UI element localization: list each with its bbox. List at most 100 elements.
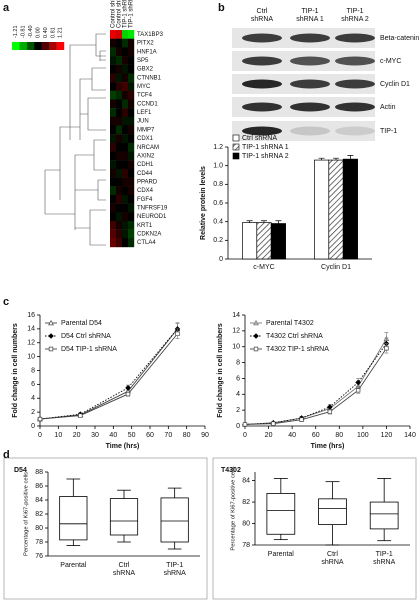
heatmap-cell	[128, 194, 135, 204]
blot-band	[335, 79, 375, 89]
row-label: CDH1	[137, 162, 154, 168]
x-tick-label-line: Parental	[268, 551, 295, 558]
legend-label: T4302 TIP-1 shRNA	[266, 346, 329, 353]
heatmap-cell	[128, 142, 135, 152]
heatmap-cell	[116, 238, 123, 248]
heatmap-cell	[122, 229, 129, 239]
y-axis-label: Percentage of Ki67-positive cells	[231, 466, 237, 550]
heatmap-cell	[128, 38, 135, 48]
blot-band	[335, 56, 375, 66]
legend-swatch	[232, 134, 240, 142]
chart-title: D54	[14, 467, 27, 474]
marker	[355, 379, 361, 386]
x-tick-label-line: TIP-1	[166, 562, 183, 569]
x-tick-label: 120	[381, 432, 393, 439]
panel-label: d	[3, 449, 10, 461]
blot-strip	[232, 121, 375, 141]
color-scale-cell	[26, 42, 35, 50]
y-tick-label: 6	[31, 381, 35, 388]
legend-label: TIP-1 shRNA 2	[242, 153, 289, 160]
legend-marker	[253, 346, 259, 352]
x-tick-label-line: Ctrl	[119, 562, 130, 569]
heatmap-cell	[116, 99, 123, 109]
y-axis-label: Percentage of Ki67-positive cells	[24, 472, 30, 556]
heatmap-cell	[128, 99, 135, 109]
color-scale-cell	[19, 42, 28, 50]
box	[109, 498, 139, 536]
row-label: MYC	[137, 84, 151, 90]
blot-column-label-line: shRNA 2	[341, 16, 369, 23]
heatmap-cell	[116, 220, 123, 230]
row-label: CD44	[137, 171, 153, 177]
heatmap-cell	[122, 99, 129, 109]
row-label: HNF1A	[137, 49, 157, 55]
heatmap-cell	[122, 177, 129, 187]
legend-label: Parental T4302	[266, 320, 314, 327]
x-axis-label: Time (hrs)	[106, 443, 140, 450]
heatmap-cell	[128, 125, 135, 135]
heatmap-cell	[116, 56, 123, 65]
y-tick-label: 80	[242, 520, 250, 527]
row-label: FGF4	[137, 197, 153, 203]
heatmap-cell	[122, 212, 129, 222]
heatmap-cell	[110, 125, 117, 135]
heatmap-cell	[122, 238, 129, 248]
y-tick-label: 84	[35, 497, 43, 504]
blot-band	[290, 56, 330, 66]
y-tick-label: 14	[27, 326, 35, 333]
heatmap-cell	[116, 73, 123, 83]
heatmap-cell	[122, 194, 129, 204]
heatmap-cell	[116, 177, 123, 187]
heatmap-cell	[122, 108, 129, 117]
blot-band	[290, 102, 330, 112]
heatmap-cell	[116, 82, 123, 91]
heatmap-cell	[122, 64, 129, 74]
blot-band	[242, 79, 282, 89]
y-tick-label: 80	[35, 525, 43, 532]
heatmap-cell	[116, 160, 123, 170]
heatmap-cell	[110, 30, 117, 39]
color-scale-cell	[34, 42, 42, 50]
heatmap-cell	[122, 125, 129, 135]
heatmap-cell	[110, 160, 117, 170]
heatmap-cell	[128, 238, 135, 248]
dendrogram	[44, 33, 106, 246]
x-tick-label: c-MYC	[253, 264, 274, 271]
heatmap-cell	[110, 108, 117, 117]
row-label: PITX2	[137, 41, 154, 47]
heatmap-cell	[122, 73, 129, 83]
blot-band	[242, 56, 282, 66]
heatmap-cell	[122, 47, 129, 57]
legend-label: D54 Ctrl shRNA	[61, 333, 111, 340]
heatmap-cell	[116, 186, 123, 196]
marker	[242, 422, 248, 427]
heatmap-cell	[128, 177, 135, 187]
error-bar	[318, 157, 325, 161]
x-tick-label: Cyclin D1	[321, 264, 351, 271]
column-label: Control shRNA 2	[117, 0, 123, 28]
row-label: CDKN2A	[137, 232, 161, 238]
y-tick-label: 4	[31, 395, 35, 402]
heatmap-cell	[116, 168, 123, 178]
bar	[270, 223, 286, 260]
blot-column-label-line: TIP-1	[301, 8, 318, 15]
x-tick-label-line: shRNA	[373, 559, 396, 566]
row-label: GBX2	[137, 67, 154, 73]
heatmap-cell	[128, 134, 135, 144]
panel-label: b	[218, 2, 225, 14]
error-bar	[275, 220, 282, 224]
y-tick-label: 8	[31, 367, 35, 374]
x-tick-label: 60	[146, 432, 154, 439]
color-scale-cell	[49, 42, 57, 50]
column-label: TIP-1 shRNA 1	[123, 0, 129, 28]
blot-band	[335, 33, 375, 43]
x-tick-label-line: shRNA	[164, 570, 187, 577]
x-tick-label-line: shRNA	[113, 570, 136, 577]
y-tick-label: 0	[236, 423, 240, 430]
heatmap-cell	[110, 194, 117, 204]
x-tick-label-line: TIP-1	[376, 551, 393, 558]
heatmap-cell	[110, 177, 117, 187]
chart-title: T4302	[221, 467, 241, 474]
heatmap-cell	[128, 229, 135, 239]
row-label: TNFRSF19	[137, 206, 168, 212]
